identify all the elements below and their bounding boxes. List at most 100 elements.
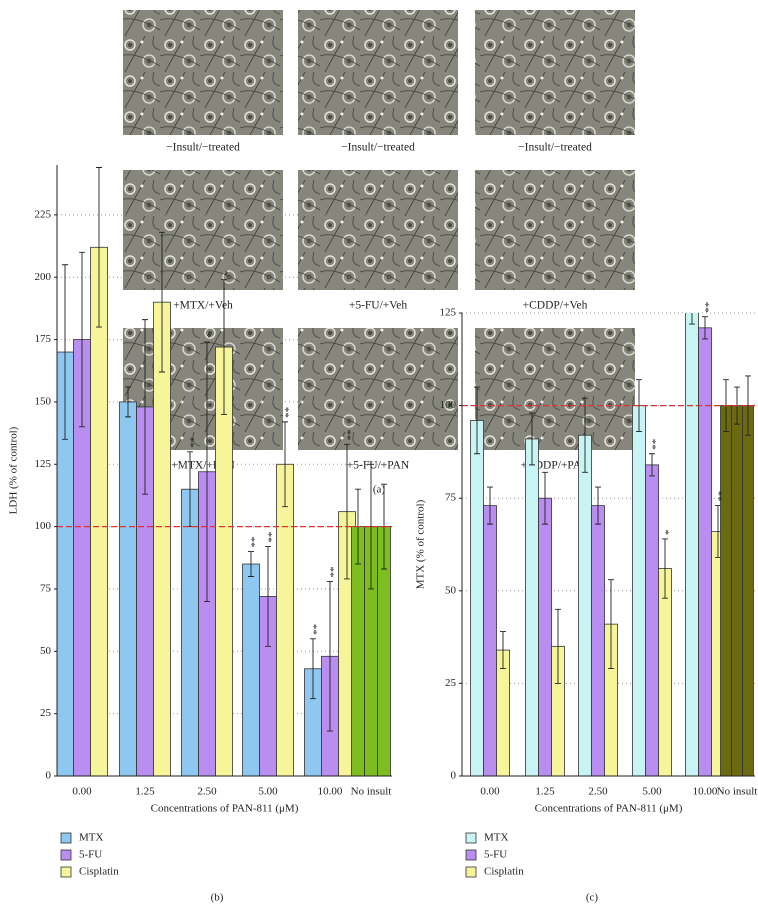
error-bar bbox=[745, 375, 751, 436]
y-tick-label: 75 bbox=[445, 492, 457, 504]
error-bar bbox=[62, 264, 68, 440]
legend-label: 5-FU bbox=[484, 849, 507, 861]
error-bar bbox=[265, 546, 271, 647]
significance-marker: ** bbox=[699, 302, 711, 313]
x-tick-label: 5.00 bbox=[642, 786, 662, 798]
legend-swatch bbox=[465, 866, 477, 878]
x-axis-title: Concentrations of PAN-811 (μM) bbox=[535, 803, 683, 815]
micrograph-caption: −Insult/−treated bbox=[518, 142, 592, 154]
bar bbox=[685, 313, 699, 776]
y-tick-label: 125 bbox=[35, 458, 52, 470]
y-tick-label: 200 bbox=[35, 271, 52, 283]
bar bbox=[645, 464, 659, 776]
micrograph-caption: +5-FU/+PAN bbox=[347, 460, 410, 472]
legend-label: Cisplatin bbox=[484, 866, 524, 878]
error-bar bbox=[715, 505, 721, 558]
x-tick-label: 1.25 bbox=[135, 786, 155, 798]
error-bar bbox=[79, 251, 85, 428]
y-tick-label: 25 bbox=[445, 677, 457, 689]
micrograph bbox=[123, 10, 283, 135]
error-bar bbox=[595, 486, 601, 525]
bar bbox=[525, 438, 539, 776]
micrograph bbox=[475, 10, 635, 135]
micrograph-caption: −Insult/−treated bbox=[166, 142, 240, 154]
error-bar bbox=[474, 386, 480, 455]
error-bar bbox=[142, 319, 148, 495]
x-tick-label: 2.50 bbox=[588, 786, 608, 798]
bar bbox=[731, 405, 743, 776]
micrograph bbox=[475, 328, 635, 450]
significance-marker: ** bbox=[245, 537, 257, 548]
significance-marker: ** bbox=[646, 439, 658, 450]
legend-label: MTX bbox=[484, 832, 509, 844]
bar bbox=[632, 405, 646, 776]
error-bar bbox=[282, 421, 288, 508]
panel-label: (b) bbox=[211, 892, 224, 904]
error-bar bbox=[689, 313, 695, 325]
y-tick-label: 100 bbox=[35, 520, 52, 532]
error-bar bbox=[702, 316, 708, 340]
error-bar bbox=[327, 581, 333, 732]
bar bbox=[242, 563, 260, 776]
bar bbox=[658, 568, 672, 776]
x-tick-label: 2.50 bbox=[197, 786, 217, 798]
legend-swatch bbox=[60, 832, 72, 844]
error-bar bbox=[500, 631, 506, 670]
legend-label: Cisplatin bbox=[79, 866, 119, 878]
micrograph bbox=[298, 328, 458, 450]
micrograph-caption: +5-FU/+Veh bbox=[349, 300, 408, 312]
x-tick-label: 0.00 bbox=[72, 786, 92, 798]
micrograph-caption: +CDDP/+Veh bbox=[523, 300, 588, 312]
error-bar bbox=[608, 579, 614, 670]
significance-marker: ** bbox=[184, 437, 196, 448]
x-tick-label: 1.25 bbox=[535, 786, 555, 798]
plot-area bbox=[470, 313, 754, 776]
micrograph bbox=[475, 170, 635, 290]
error-bar bbox=[487, 486, 493, 525]
bar bbox=[276, 463, 294, 776]
bar bbox=[538, 497, 552, 776]
y-tick-label: 0 bbox=[46, 770, 52, 782]
legend-swatch bbox=[60, 866, 72, 878]
significance-marker: ** bbox=[279, 407, 291, 418]
significance-marker: * bbox=[201, 333, 213, 339]
x-tick-label: 0.00 bbox=[480, 786, 500, 798]
legend-label: MTX bbox=[79, 832, 104, 844]
error-bar bbox=[310, 638, 316, 700]
error-bar bbox=[582, 397, 588, 473]
legend-label: 5-FU bbox=[79, 849, 102, 861]
bar bbox=[153, 301, 171, 776]
significance-marker: ** bbox=[341, 429, 353, 440]
bar bbox=[742, 405, 754, 776]
x-tick-label: 10.00 bbox=[318, 786, 343, 798]
error-bar bbox=[529, 412, 535, 466]
error-bar bbox=[662, 538, 668, 599]
micrograph bbox=[123, 170, 283, 290]
y-tick-label: 100 bbox=[440, 399, 457, 411]
error-bar bbox=[248, 551, 254, 577]
significance-marker: ** bbox=[712, 491, 724, 502]
bar bbox=[470, 420, 484, 776]
y-tick-label: 25 bbox=[40, 707, 52, 719]
micrograph-caption: −Insult/−treated bbox=[341, 142, 415, 154]
legend-swatch bbox=[465, 832, 477, 844]
panel-label: (c) bbox=[586, 892, 599, 904]
bar bbox=[591, 505, 605, 776]
x-axis-title: Concentrations of PAN-811 (μM) bbox=[151, 803, 299, 815]
x-tick-label: 10.00 bbox=[693, 786, 718, 798]
bar bbox=[698, 327, 712, 776]
significance-marker: ** bbox=[262, 532, 274, 543]
error-bar bbox=[221, 279, 227, 415]
error-bar bbox=[649, 453, 655, 477]
y-tick-label: 0 bbox=[451, 770, 457, 782]
bar bbox=[181, 488, 199, 776]
y-tick-label: 75 bbox=[40, 582, 52, 594]
significance-marker: ** bbox=[307, 624, 319, 635]
y-tick-label: 175 bbox=[35, 333, 52, 345]
y-tick-label: 50 bbox=[445, 584, 457, 596]
y-tick-label: 125 bbox=[440, 307, 457, 319]
error-bar bbox=[159, 231, 165, 373]
error-bar bbox=[368, 463, 374, 590]
significance-marker: * bbox=[659, 529, 671, 535]
